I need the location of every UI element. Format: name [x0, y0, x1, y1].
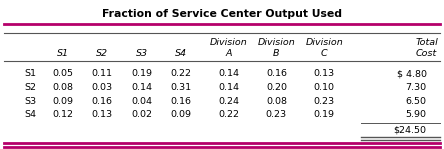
- Text: S1: S1: [24, 69, 36, 78]
- Text: 0.16: 0.16: [170, 97, 191, 106]
- Text: 0.08: 0.08: [53, 83, 74, 92]
- Text: 0.19: 0.19: [131, 69, 152, 78]
- Text: 0.09: 0.09: [170, 110, 191, 119]
- Text: 0.19: 0.19: [314, 110, 335, 119]
- Text: Division: Division: [305, 38, 343, 47]
- Text: 0.11: 0.11: [92, 69, 113, 78]
- Text: 0.16: 0.16: [92, 97, 113, 106]
- Text: S3: S3: [135, 49, 147, 58]
- Text: 5.90: 5.90: [405, 110, 427, 119]
- Text: Total: Total: [415, 38, 438, 47]
- Text: 0.03: 0.03: [92, 83, 113, 92]
- Text: 0.24: 0.24: [218, 97, 239, 106]
- Text: 0.09: 0.09: [53, 97, 74, 106]
- Text: 0.14: 0.14: [218, 83, 239, 92]
- Text: S1: S1: [57, 49, 69, 58]
- Text: 0.05: 0.05: [53, 69, 74, 78]
- Text: 0.23: 0.23: [314, 97, 335, 106]
- Text: Fraction of Service Center Output Used: Fraction of Service Center Output Used: [102, 9, 342, 19]
- Text: 0.22: 0.22: [218, 110, 239, 119]
- Text: S3: S3: [24, 97, 36, 106]
- Text: S2: S2: [96, 49, 108, 58]
- Text: S4: S4: [24, 110, 36, 119]
- Text: 0.10: 0.10: [314, 83, 335, 92]
- Text: 7.30: 7.30: [405, 83, 427, 92]
- Text: 0.12: 0.12: [53, 110, 74, 119]
- Text: 0.04: 0.04: [131, 97, 152, 106]
- Text: 0.20: 0.20: [266, 83, 287, 92]
- Text: 0.31: 0.31: [170, 83, 191, 92]
- Text: 0.13: 0.13: [92, 110, 113, 119]
- Text: 6.50: 6.50: [405, 97, 427, 106]
- Text: $ 4.80: $ 4.80: [396, 69, 427, 78]
- Text: 0.22: 0.22: [170, 69, 191, 78]
- Text: 0.16: 0.16: [266, 69, 287, 78]
- Text: 0.14: 0.14: [131, 83, 152, 92]
- Text: 0.02: 0.02: [131, 110, 152, 119]
- Text: Division: Division: [258, 38, 295, 47]
- Text: Division: Division: [210, 38, 247, 47]
- Text: 0.08: 0.08: [266, 97, 287, 106]
- Text: C: C: [321, 49, 328, 58]
- Text: B: B: [273, 49, 280, 58]
- Text: Cost: Cost: [416, 49, 437, 58]
- Text: A: A: [225, 49, 232, 58]
- Text: 0.13: 0.13: [314, 69, 335, 78]
- Text: S2: S2: [24, 83, 36, 92]
- Text: 0.14: 0.14: [218, 69, 239, 78]
- Text: 0.23: 0.23: [266, 110, 287, 119]
- Text: $24.50: $24.50: [393, 125, 427, 134]
- Text: S4: S4: [174, 49, 186, 58]
